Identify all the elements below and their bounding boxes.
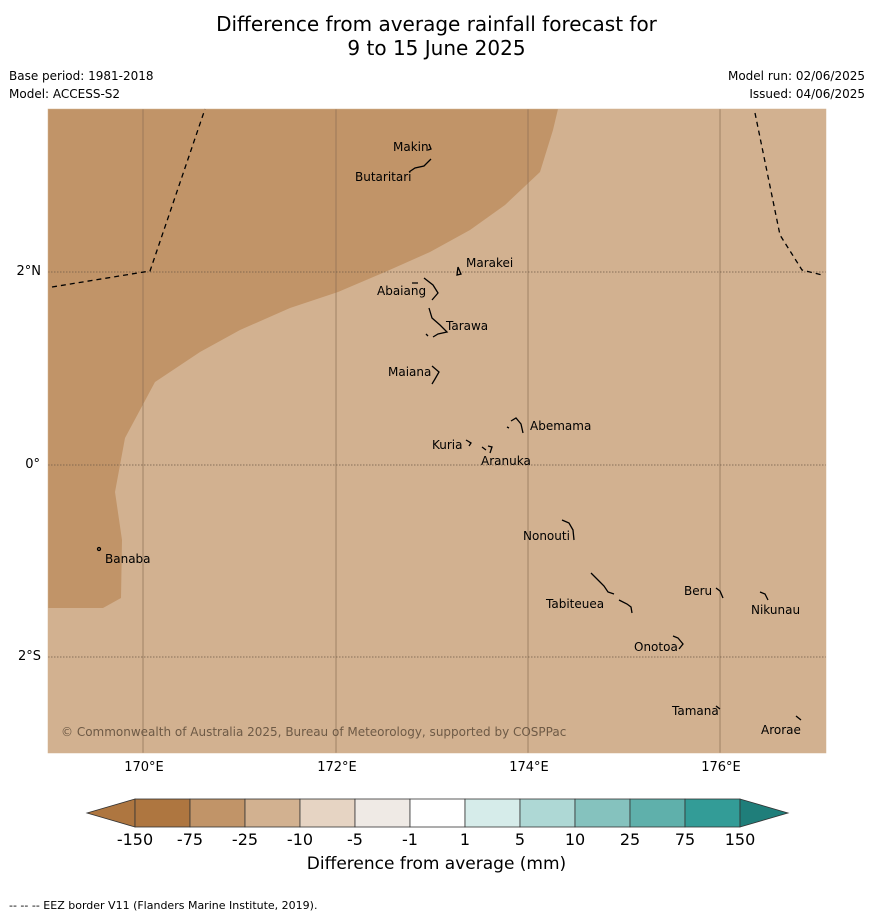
- colorbar-segment: [574, 798, 631, 828]
- island-label-tamana: Tamana: [671, 704, 719, 718]
- footnote: -- -- -- EEZ border V11 (Flanders Marine…: [9, 899, 318, 912]
- base-period: Base period: 1981-2018: [9, 69, 154, 83]
- island-label-abaiang: Abaiang: [377, 284, 426, 298]
- island-label-onotoa: Onotoa: [634, 640, 678, 654]
- graticule: [142, 109, 721, 753]
- lon-label-172e: 172°E: [317, 760, 357, 775]
- model-name: Model: ACCESS-S2: [9, 87, 121, 101]
- dry-region: [48, 109, 558, 608]
- lon-label-176e: 176°E: [701, 760, 741, 775]
- island-tabiteuea-shape: [590, 572, 633, 614]
- island-label-kuria: Kuria: [432, 438, 463, 452]
- map-frame: [47, 108, 827, 754]
- island-beru-shape: [715, 587, 724, 599]
- lon-label-170e: 170°E: [124, 760, 164, 775]
- colorbar-segment: [519, 798, 576, 828]
- colorbar-segment: [629, 798, 686, 828]
- island-onotoa-shape: [672, 635, 684, 650]
- colorbar-tick-label: -25: [231, 830, 259, 849]
- island-marakei-shape: [456, 266, 462, 276]
- colorbar-segment: [409, 798, 466, 828]
- colorbar-extend-high: [739, 798, 790, 828]
- lat-label-2n: 2°N: [16, 264, 42, 279]
- island-aranuka-shape: [481, 445, 493, 454]
- colorbar-tick-label: 1: [459, 830, 471, 849]
- lat-label-2s: 2°S: [17, 649, 41, 664]
- island-label-arorae: Arorae: [761, 723, 801, 737]
- colorbar-tick-label: -150: [116, 830, 154, 849]
- island-label-beru: Beru: [684, 584, 712, 598]
- colorbar-tick-label: 75: [674, 830, 696, 849]
- island-label-marakei: Marakei: [466, 256, 513, 270]
- island-abaiang-shape: [412, 277, 439, 301]
- colorbar-segment: [299, 798, 356, 828]
- colorbar-segment: [244, 798, 301, 828]
- lon-label-174e: 174°E: [509, 760, 549, 775]
- island-label-banaba: Banaba: [105, 552, 151, 566]
- island-arorae-shape: [795, 715, 802, 721]
- model-run: Model run: 02/06/2025: [727, 69, 865, 83]
- colorbar-tick-label: 10: [564, 830, 586, 849]
- lat-label-0: 0°: [25, 457, 40, 472]
- island-nikunau-shape: [759, 591, 769, 601]
- metadata-left: Base period: 1981-2018 Model: ACCESS-S2: [9, 67, 154, 103]
- chart-title: Difference from average rainfall forecas…: [0, 12, 873, 60]
- colorbar-tick-label: -75: [176, 830, 204, 849]
- colorbar-tick-label: 150: [724, 830, 756, 849]
- island-label-tabiteuea: Tabiteuea: [545, 597, 604, 611]
- colorbar-segment: [684, 798, 741, 828]
- colorbar-title: Difference from average (mm): [306, 854, 567, 874]
- island-label-aranuka: Aranuka: [481, 454, 531, 468]
- island-outlines: [96, 143, 802, 721]
- island-label-makin: Makin: [393, 140, 429, 154]
- island-tarawa-shape: [425, 307, 449, 338]
- colorbar-tick-label: 5: [514, 830, 526, 849]
- island-labels: Makin Butaritari Marakei Abaiang Tarawa …: [105, 140, 801, 737]
- colorbar-tick-label: -1: [402, 830, 418, 849]
- island-label-nonouti: Nonouti: [523, 529, 570, 543]
- colorbar-segment: [189, 798, 246, 828]
- colorbar-segment: [134, 798, 191, 828]
- island-nonouti-shape: [561, 519, 575, 541]
- colorbar-extend-low: [85, 798, 136, 828]
- island-abemama-shape: [506, 417, 524, 434]
- island-kuria-shape: [465, 439, 472, 447]
- colorbar-tick-label: -5: [347, 830, 363, 849]
- metadata-right: Model run: 02/06/2025 Issued: 04/06/2025: [728, 67, 865, 103]
- latitude-lines: [48, 271, 826, 658]
- island-tamana-shape: [715, 705, 721, 710]
- issued-date: Issued: 04/06/2025: [749, 87, 865, 101]
- title-line-2: 9 to 15 June 2025: [347, 36, 526, 60]
- island-label-nikunau: Nikunau: [751, 603, 800, 617]
- island-butaritari-shape: [408, 158, 432, 173]
- eez-border: [51, 108, 823, 288]
- copyright-note: © Commonwealth of Australia 2025, Bureau…: [61, 725, 566, 739]
- colorbar: [85, 798, 790, 828]
- island-label-butaritari: Butaritari: [355, 170, 412, 184]
- island-label-maiana: Maiana: [388, 365, 431, 379]
- island-banaba-shape: [96, 546, 102, 552]
- island-maiana-shape: [431, 365, 440, 385]
- island-makin-shape: [427, 143, 432, 151]
- colorbar-tick-label: -10: [286, 830, 314, 849]
- colorbar-segment: [354, 798, 411, 828]
- colorbar-tick-label: 25: [619, 830, 641, 849]
- colorbar-segment: [464, 798, 521, 828]
- title-line-1: Difference from average rainfall forecas…: [216, 12, 657, 36]
- island-label-tarawa: Tarawa: [445, 319, 488, 333]
- island-label-abemama: Abemama: [530, 419, 591, 433]
